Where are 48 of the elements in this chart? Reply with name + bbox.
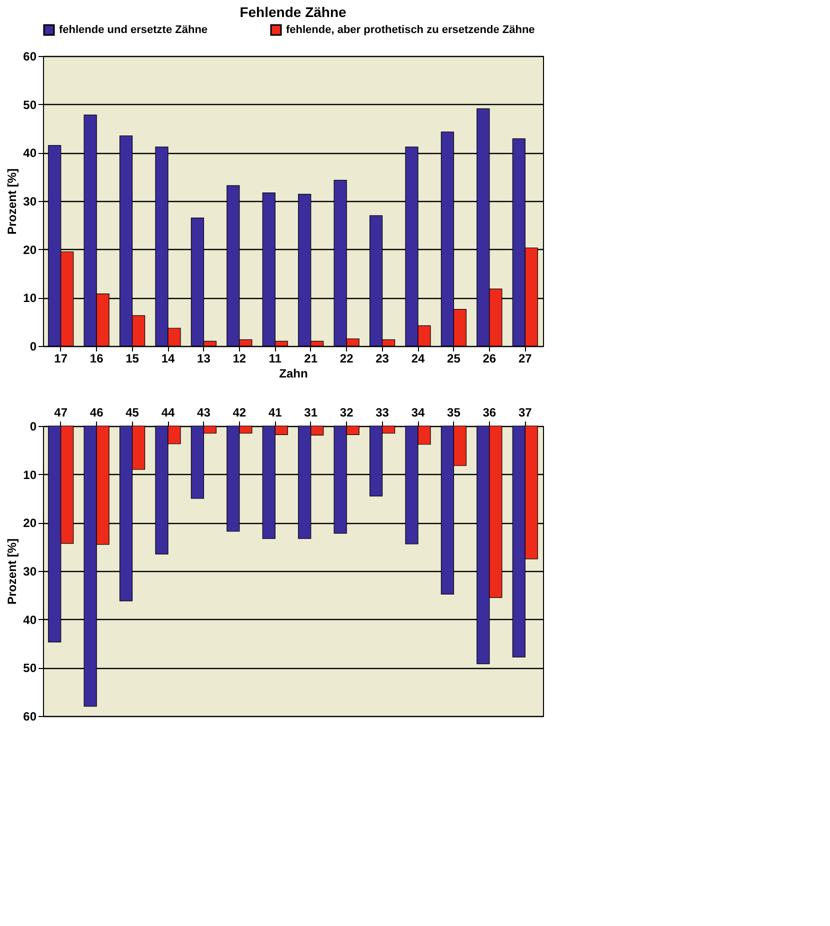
- x-tick-label: 32: [340, 406, 354, 420]
- x-tick-label: 42: [232, 406, 246, 420]
- y-tick-label: 50: [23, 661, 37, 676]
- x-tick-label: 16: [90, 352, 104, 366]
- x-tick-label: 24: [411, 352, 425, 366]
- x-tick-label: 22: [340, 352, 354, 366]
- x-tick-label: 12: [232, 352, 246, 366]
- x-tick-label: 34: [411, 406, 425, 420]
- x-tick-label: 36: [482, 406, 496, 420]
- x-tick-label: 35: [447, 406, 461, 420]
- legend-label: fehlende, aber prothetisch zu ersetzende Zähne: [286, 24, 535, 36]
- legend-label: fehlende und ersetzte Zähne: [59, 24, 208, 36]
- y-tick-label: 30: [23, 194, 37, 208]
- y-tick-label: 40: [23, 612, 37, 627]
- y-tick-label: 50: [23, 98, 37, 112]
- x-tick-label: 26: [482, 352, 496, 366]
- x-tick-label: 17: [54, 352, 68, 366]
- x-tick-label: 43: [197, 406, 211, 420]
- x-tick-label: 37: [518, 406, 532, 420]
- x-tick-label: 25: [447, 352, 461, 366]
- x-tick-label: 13: [197, 352, 211, 366]
- x-tick-label: 11: [268, 352, 282, 366]
- x-tick-label: 33: [376, 406, 390, 420]
- y-tick-label: 20: [23, 242, 37, 257]
- x-tick-label: 46: [90, 406, 104, 420]
- y-tick-label: 30: [23, 564, 37, 578]
- x-tick-label: 14: [161, 352, 175, 366]
- x-tick-label: 27: [518, 352, 532, 366]
- x-tick-label: 47: [54, 406, 68, 420]
- y-tick-label: 60: [23, 710, 37, 724]
- x-tick-label: 21: [304, 352, 318, 366]
- chart-title: Fehlende Zähne: [240, 4, 346, 20]
- y-tick-label: 40: [23, 146, 37, 160]
- y-tick-label: 0: [30, 420, 37, 434]
- x-tick-label: 45: [126, 406, 140, 420]
- x-tick-label: 23: [376, 352, 390, 366]
- x-tick-label: 41: [268, 406, 282, 420]
- y-tick-label: 10: [23, 468, 37, 482]
- y-tick-label: 0: [30, 340, 37, 354]
- y-tick-label: 20: [23, 516, 37, 530]
- x-tick-label: 44: [161, 406, 175, 420]
- y-tick-label: 60: [23, 50, 37, 64]
- y-axis-title: Prozent [%]: [5, 538, 20, 604]
- y-axis-title: Prozent [%]: [5, 168, 20, 234]
- x-tick-label: 15: [126, 352, 140, 366]
- x-axis-title: Zahn: [279, 366, 308, 380]
- y-tick-label: 10: [23, 291, 37, 306]
- x-tick-label: 31: [304, 406, 318, 420]
